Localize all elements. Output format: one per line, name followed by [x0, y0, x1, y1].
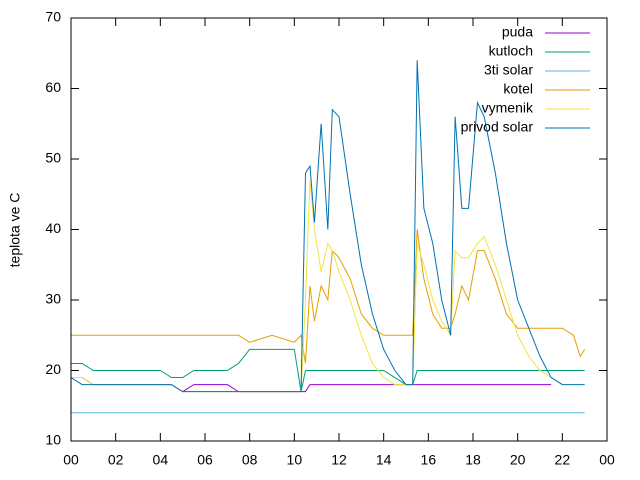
- y-tick-label: 40: [45, 220, 61, 236]
- series-line: [71, 348, 585, 392]
- x-tick-label: 14: [376, 452, 392, 468]
- series-line: [70, 60, 585, 393]
- series-line: [71, 377, 552, 393]
- x-tick-label: 02: [108, 452, 124, 468]
- x-tick-label: 04: [153, 452, 169, 468]
- legend-label: kutloch: [489, 43, 533, 59]
- x-tick-label: 08: [242, 452, 258, 468]
- x-tick-label: 10: [287, 452, 303, 468]
- legend-label: puda: [502, 24, 533, 40]
- y-tick-label: 10: [45, 432, 61, 448]
- x-tick-label: 16: [421, 452, 437, 468]
- series-line: [71, 229, 586, 364]
- y-tick-label: 50: [45, 150, 61, 166]
- x-tick-label: 22: [555, 452, 571, 468]
- plot-border: [70, 17, 608, 442]
- legend-label: 3ti solar: [484, 62, 533, 78]
- y-tick-label: 20: [45, 361, 61, 377]
- y-tick-label: 70: [45, 9, 61, 25]
- x-tick-label: 06: [197, 452, 213, 468]
- x-tick-label: 18: [465, 452, 481, 468]
- y-tick-label: 60: [45, 79, 61, 95]
- legend-label: vymenik: [482, 100, 534, 116]
- x-tick-label: 12: [331, 452, 347, 468]
- y-tick-label: 30: [45, 291, 61, 307]
- legend-label: privod solar: [461, 119, 534, 135]
- x-tick-label: 00: [599, 452, 615, 468]
- x-tick-label: 20: [510, 452, 526, 468]
- y-axis-label: teplota ve C: [7, 193, 23, 268]
- x-tick-label: 00: [63, 452, 79, 468]
- legend-label: kotel: [503, 81, 533, 97]
